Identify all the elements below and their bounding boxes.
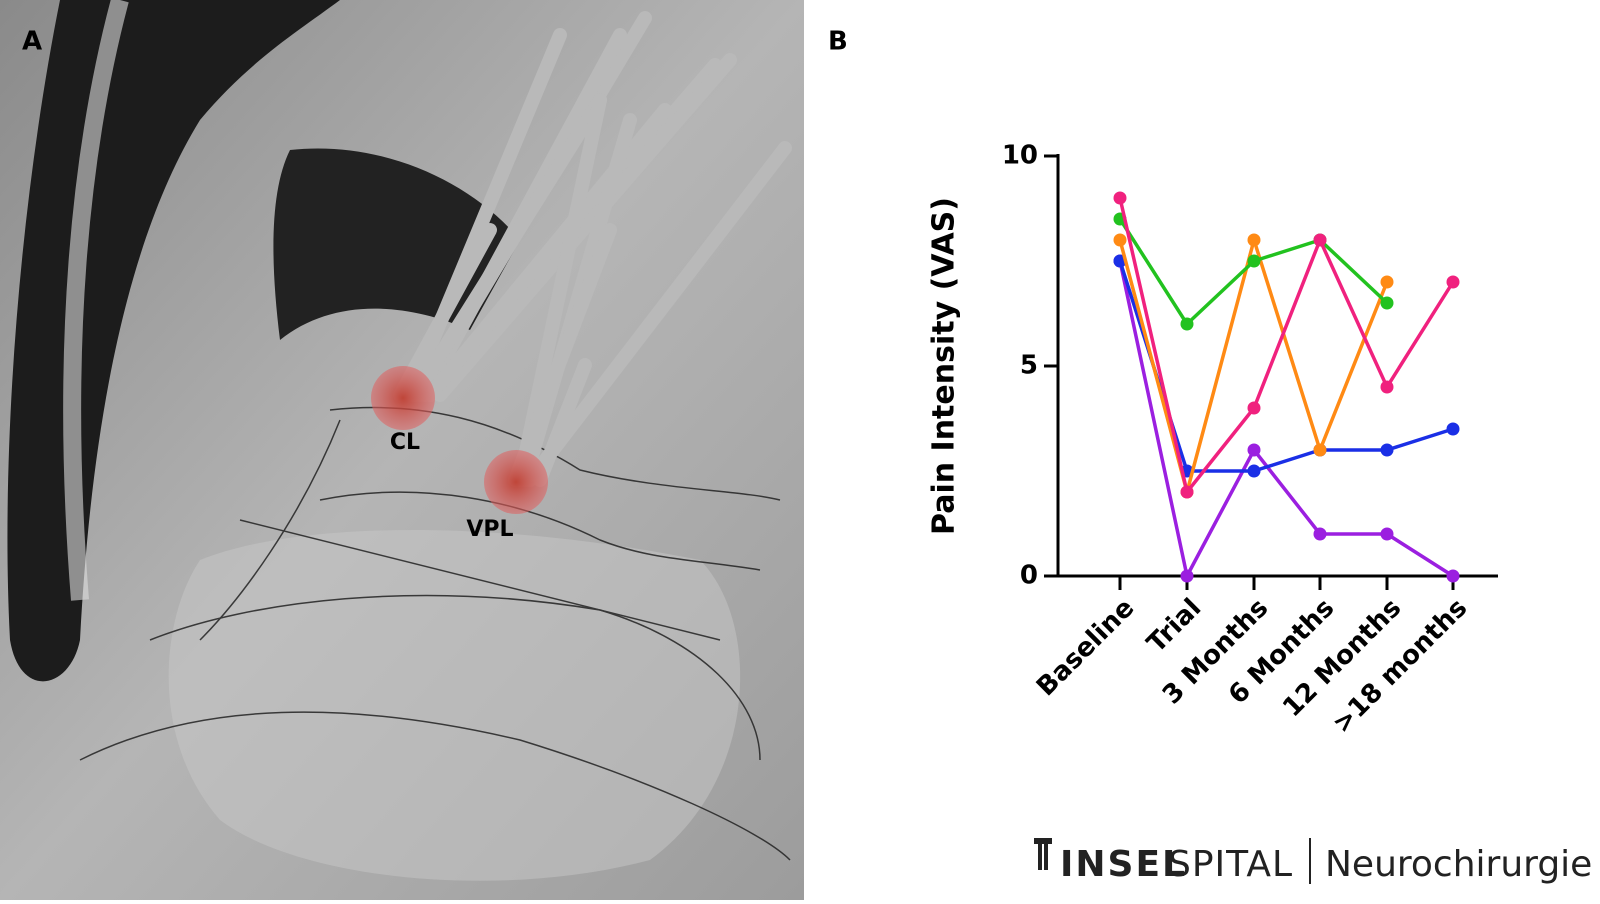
y-axis-label: Pain Intensity (VAS) bbox=[927, 197, 962, 535]
x-tick-label: Baseline bbox=[1031, 593, 1140, 702]
data-point bbox=[1380, 275, 1394, 289]
panel-label: B bbox=[828, 27, 848, 57]
data-point bbox=[1380, 296, 1394, 310]
region-label: CL bbox=[390, 430, 420, 455]
data-point bbox=[1380, 380, 1394, 394]
data-point bbox=[1446, 569, 1460, 583]
series-line bbox=[1118, 197, 1455, 494]
data-point bbox=[1113, 191, 1127, 205]
data-point bbox=[1113, 233, 1127, 247]
region-label: VPL bbox=[466, 517, 513, 542]
data-point bbox=[1247, 254, 1261, 268]
data-point bbox=[1313, 527, 1327, 541]
logo: INSEL SPITAL Neurochirurgie bbox=[1030, 838, 1592, 885]
data-point bbox=[1180, 569, 1194, 583]
data-point bbox=[1380, 527, 1394, 541]
series-line bbox=[1118, 260, 1454, 473]
y-tick-label: 5 bbox=[1020, 351, 1038, 381]
data-point bbox=[1446, 422, 1460, 436]
data-point bbox=[1247, 233, 1261, 247]
panel-label: A bbox=[22, 27, 42, 57]
data-point bbox=[1247, 464, 1261, 478]
data-point bbox=[1247, 443, 1261, 457]
data-point bbox=[1180, 317, 1194, 331]
y-tick-label: 0 bbox=[1020, 561, 1038, 591]
data-point bbox=[1313, 443, 1327, 457]
series-line bbox=[1118, 260, 1454, 578]
data-point bbox=[1247, 401, 1261, 415]
logo-brand-light: SPITAL bbox=[1168, 844, 1293, 885]
logo-department: Neurochirurgie bbox=[1325, 844, 1592, 885]
panel-a-image: CL VPL bbox=[0, 0, 804, 900]
y-tick-label: 10 bbox=[1002, 141, 1038, 171]
data-point bbox=[1180, 485, 1194, 499]
logo-brand-bold: INSEL bbox=[1060, 844, 1187, 885]
data-point bbox=[1380, 443, 1394, 457]
data-point bbox=[1446, 275, 1460, 289]
data-point bbox=[1313, 233, 1327, 247]
